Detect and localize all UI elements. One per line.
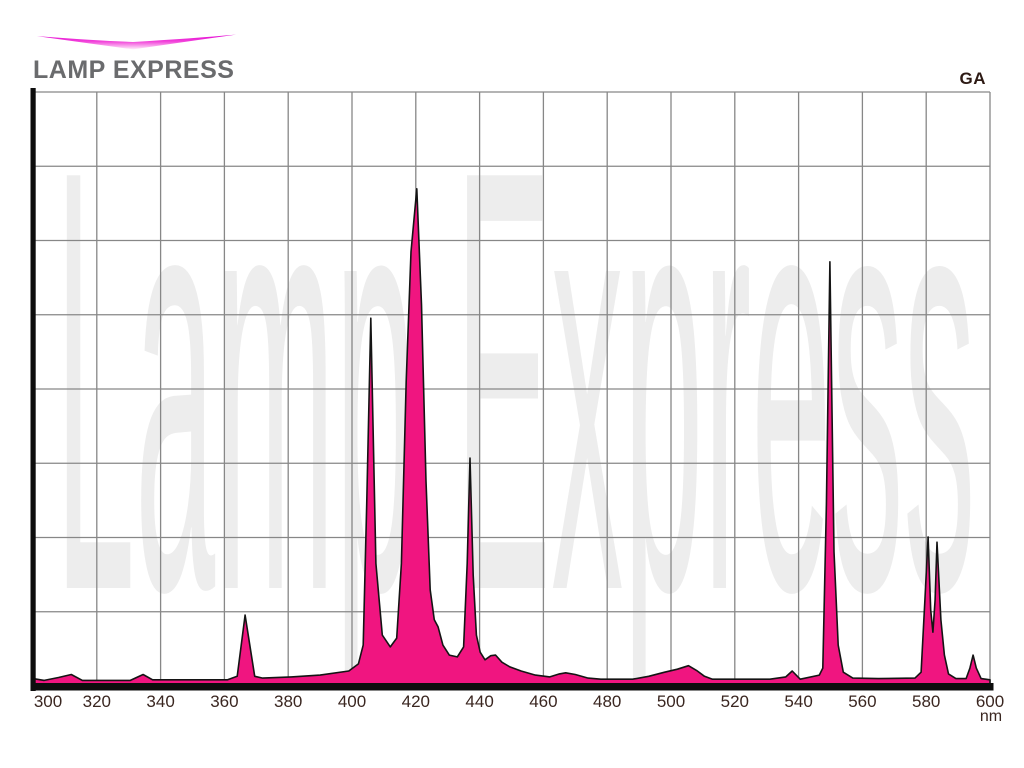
x-tick-label: 600 xyxy=(976,692,1004,711)
x-tick-label: 380 xyxy=(274,692,302,711)
x-tick-label: 520 xyxy=(721,692,749,711)
x-tick-label: 360 xyxy=(210,692,238,711)
x-tick-label: 300 xyxy=(34,692,62,711)
x-tick-label: 580 xyxy=(912,692,940,711)
x-tick-label: 460 xyxy=(529,692,557,711)
spectrum-area xyxy=(32,188,991,687)
x-tick-label: 540 xyxy=(784,692,812,711)
x-tick-label: 480 xyxy=(593,692,621,711)
swoosh-shape xyxy=(36,34,237,50)
brand-name: LAMP EXPRESS xyxy=(33,56,235,84)
x-tick-label: 340 xyxy=(146,692,174,711)
x-tick-label: 440 xyxy=(465,692,493,711)
x-axis-unit-label: nm xyxy=(980,708,1002,725)
x-tick-label: 560 xyxy=(848,692,876,711)
x-tick-label: 400 xyxy=(338,692,366,711)
y-axis-spine xyxy=(30,88,36,691)
x-axis-spine xyxy=(30,683,994,691)
x-tick-label: 320 xyxy=(83,692,111,711)
x-tick-label: 500 xyxy=(657,692,685,711)
x-tick-label: 420 xyxy=(402,692,430,711)
brand-swoosh-icon xyxy=(36,34,237,50)
lamp-code-label: GA xyxy=(959,69,986,88)
